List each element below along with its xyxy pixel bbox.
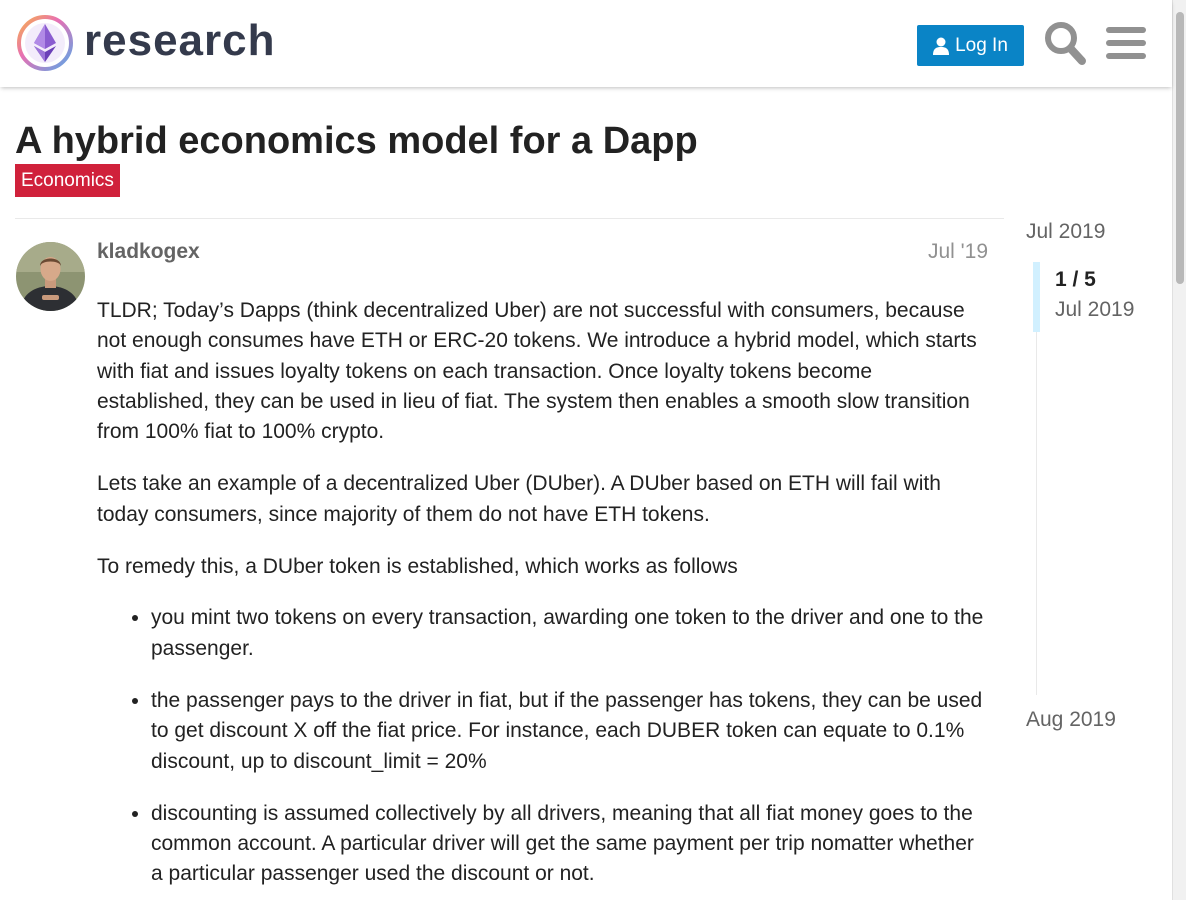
- post-paragraph: Lets take an example of a decentralized …: [97, 472, 941, 526]
- ethereum-research-logo-icon: [17, 15, 73, 71]
- user-icon: [933, 37, 950, 55]
- post-paragraph: To remedy this, a DUber token is establi…: [97, 555, 738, 579]
- timeline-post-position: 1 / 5: [1055, 268, 1096, 291]
- timeline-end-date[interactable]: Aug 2019: [1026, 708, 1116, 731]
- login-button[interactable]: Log In: [917, 25, 1024, 66]
- avatar-photo: [16, 242, 85, 311]
- post-bullet-item: you mint two tokens on every transaction…: [151, 603, 987, 664]
- title-divider: [15, 218, 1004, 219]
- site-name: research: [84, 16, 276, 65]
- timeline-scroller-handle[interactable]: [1033, 262, 1040, 332]
- timeline-current-date: Jul 2019: [1055, 298, 1135, 321]
- topic-title[interactable]: A hybrid economics model for a Dapp: [15, 120, 698, 162]
- timeline-start-date[interactable]: Jul 2019: [1026, 220, 1106, 243]
- category-badge[interactable]: Economics: [15, 164, 120, 197]
- page-scrollbar[interactable]: [1172, 0, 1186, 900]
- scrollbar-thumb[interactable]: [1176, 12, 1184, 284]
- site-logo[interactable]: research: [16, 14, 275, 72]
- site-header: research Log In: [0, 0, 1172, 87]
- author-avatar[interactable]: [16, 242, 85, 311]
- post-author[interactable]: kladkogex: [97, 240, 200, 263]
- post-body: TLDR; Today’s Dapps (think decentralized…: [97, 296, 987, 900]
- hamburger-menu-icon[interactable]: [1106, 24, 1146, 62]
- post-bullet-list: you mint two tokens on every transaction…: [97, 603, 987, 889]
- search-icon[interactable]: [1043, 20, 1087, 66]
- login-label: Log In: [955, 34, 1008, 56]
- timeline-track[interactable]: [1036, 262, 1037, 695]
- post-bullet-item: the passenger pays to the driver in fiat…: [151, 686, 987, 777]
- post-paragraph: TLDR; Today’s Dapps (think decentralized…: [97, 299, 977, 444]
- post-bullet-item: discounting is assumed collectively by a…: [151, 799, 987, 890]
- post-date[interactable]: Jul '19: [927, 240, 988, 263]
